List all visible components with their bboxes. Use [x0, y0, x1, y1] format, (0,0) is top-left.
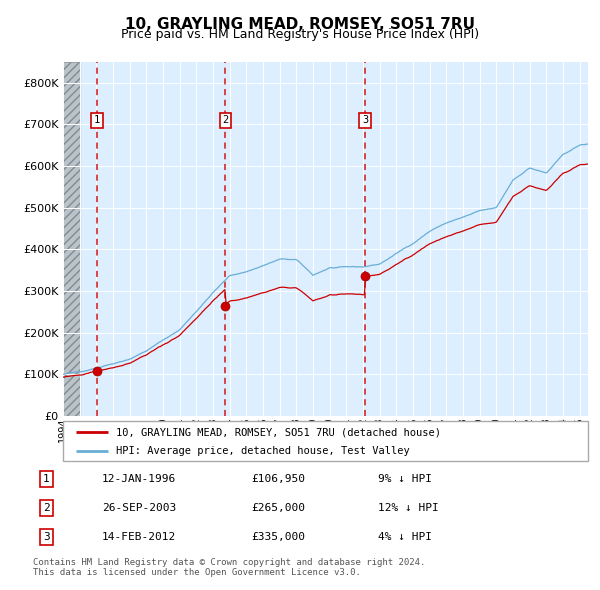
Text: £265,000: £265,000	[251, 503, 305, 513]
Text: 4% ↓ HPI: 4% ↓ HPI	[378, 532, 432, 542]
Text: 2: 2	[43, 503, 50, 513]
Text: 9% ↓ HPI: 9% ↓ HPI	[378, 474, 432, 484]
Text: 3: 3	[43, 532, 50, 542]
Text: £106,950: £106,950	[251, 474, 305, 484]
Text: 14-FEB-2012: 14-FEB-2012	[102, 532, 176, 542]
Text: 10, GRAYLING MEAD, ROMSEY, SO51 7RU: 10, GRAYLING MEAD, ROMSEY, SO51 7RU	[125, 17, 475, 31]
Bar	[63, 62, 80, 416]
Text: 2: 2	[222, 115, 229, 125]
Text: 3: 3	[362, 115, 368, 125]
Bar	[63, 62, 80, 416]
Text: 12% ↓ HPI: 12% ↓ HPI	[378, 503, 439, 513]
Text: Price paid vs. HM Land Registry's House Price Index (HPI): Price paid vs. HM Land Registry's House …	[121, 28, 479, 41]
Text: HPI: Average price, detached house, Test Valley: HPI: Average price, detached house, Test…	[115, 447, 409, 456]
FancyBboxPatch shape	[63, 421, 588, 461]
Text: 26-SEP-2003: 26-SEP-2003	[102, 503, 176, 513]
Text: 1: 1	[43, 474, 50, 484]
Text: 10, GRAYLING MEAD, ROMSEY, SO51 7RU (detached house): 10, GRAYLING MEAD, ROMSEY, SO51 7RU (det…	[115, 428, 440, 438]
Text: Contains HM Land Registry data © Crown copyright and database right 2024.
This d: Contains HM Land Registry data © Crown c…	[33, 558, 425, 577]
Text: £335,000: £335,000	[251, 532, 305, 542]
Text: 1: 1	[94, 115, 100, 125]
Text: 12-JAN-1996: 12-JAN-1996	[102, 474, 176, 484]
